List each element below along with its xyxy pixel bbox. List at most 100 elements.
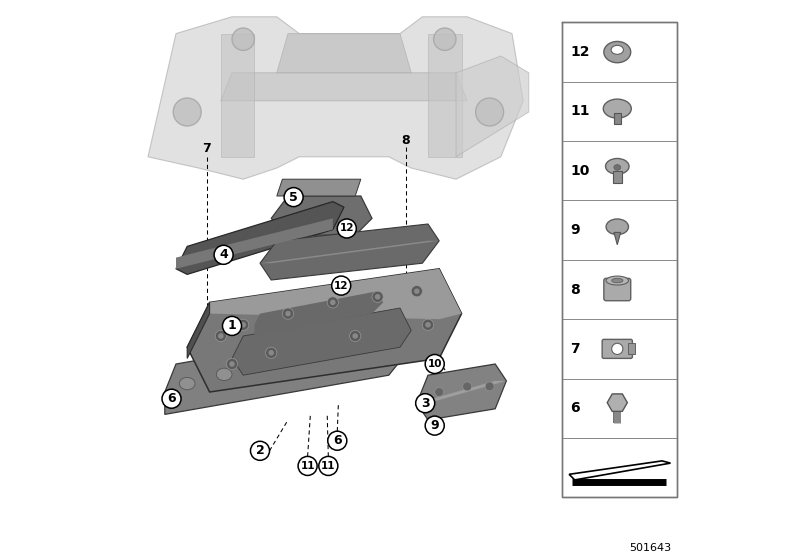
- Polygon shape: [456, 56, 529, 157]
- Polygon shape: [176, 218, 333, 269]
- Polygon shape: [614, 232, 621, 245]
- Circle shape: [330, 300, 336, 305]
- Text: 5: 5: [290, 190, 298, 204]
- Circle shape: [215, 330, 226, 342]
- Ellipse shape: [604, 41, 630, 63]
- Polygon shape: [569, 461, 670, 480]
- FancyBboxPatch shape: [602, 339, 632, 358]
- Circle shape: [218, 333, 224, 339]
- Circle shape: [462, 382, 472, 391]
- Circle shape: [269, 350, 274, 356]
- Text: 6: 6: [333, 434, 342, 447]
- Circle shape: [372, 291, 383, 302]
- Circle shape: [214, 245, 233, 264]
- Text: 8: 8: [402, 133, 410, 147]
- Circle shape: [422, 319, 434, 330]
- Text: 2: 2: [256, 444, 264, 458]
- Circle shape: [285, 311, 291, 316]
- Circle shape: [328, 431, 346, 450]
- Polygon shape: [271, 196, 372, 235]
- Polygon shape: [277, 34, 411, 73]
- Circle shape: [374, 294, 381, 300]
- Polygon shape: [176, 202, 344, 274]
- Text: 6: 6: [570, 402, 580, 416]
- Circle shape: [426, 322, 430, 328]
- Text: 9: 9: [430, 419, 439, 432]
- FancyBboxPatch shape: [562, 22, 677, 497]
- Circle shape: [338, 219, 356, 238]
- Bar: [629, 343, 635, 354]
- Polygon shape: [428, 34, 462, 157]
- Polygon shape: [232, 308, 411, 375]
- Polygon shape: [165, 325, 411, 414]
- Ellipse shape: [606, 276, 629, 285]
- Polygon shape: [210, 269, 462, 319]
- Polygon shape: [417, 364, 506, 420]
- Text: 1: 1: [228, 319, 236, 333]
- Circle shape: [240, 322, 246, 328]
- Polygon shape: [254, 291, 383, 336]
- Bar: [614, 113, 621, 124]
- Circle shape: [222, 316, 242, 335]
- Text: 11: 11: [321, 461, 335, 471]
- Circle shape: [318, 456, 338, 475]
- Circle shape: [229, 361, 235, 367]
- Circle shape: [226, 358, 238, 370]
- Circle shape: [350, 330, 361, 342]
- Circle shape: [612, 343, 623, 354]
- Bar: [613, 171, 622, 183]
- Ellipse shape: [364, 332, 380, 344]
- Polygon shape: [607, 394, 627, 412]
- Circle shape: [414, 288, 419, 294]
- Polygon shape: [221, 73, 467, 101]
- Text: 501643: 501643: [630, 543, 671, 553]
- Ellipse shape: [606, 219, 629, 235]
- Ellipse shape: [327, 340, 343, 353]
- Ellipse shape: [179, 377, 195, 390]
- Text: 3: 3: [421, 396, 430, 410]
- Ellipse shape: [290, 349, 306, 362]
- Polygon shape: [260, 224, 439, 280]
- Circle shape: [426, 354, 444, 374]
- Circle shape: [332, 276, 350, 295]
- Polygon shape: [221, 34, 254, 157]
- Polygon shape: [260, 241, 439, 263]
- Ellipse shape: [606, 158, 629, 174]
- Circle shape: [434, 28, 456, 50]
- Circle shape: [434, 388, 444, 396]
- Text: 11: 11: [300, 461, 315, 471]
- FancyBboxPatch shape: [604, 278, 630, 301]
- Text: 6: 6: [167, 392, 176, 405]
- Ellipse shape: [603, 99, 631, 118]
- Text: 10: 10: [570, 164, 590, 178]
- Text: 11: 11: [570, 105, 590, 119]
- Text: 9: 9: [570, 223, 580, 237]
- Circle shape: [162, 389, 181, 408]
- Ellipse shape: [612, 278, 623, 283]
- Polygon shape: [417, 381, 506, 403]
- Ellipse shape: [611, 45, 623, 54]
- Circle shape: [232, 28, 254, 50]
- Polygon shape: [187, 302, 210, 358]
- Circle shape: [174, 98, 202, 126]
- Circle shape: [485, 382, 494, 391]
- Circle shape: [411, 286, 422, 297]
- Circle shape: [250, 441, 270, 460]
- Circle shape: [266, 347, 277, 358]
- Circle shape: [416, 394, 434, 413]
- Text: 7: 7: [202, 142, 211, 155]
- Text: 12: 12: [570, 45, 590, 59]
- Circle shape: [282, 308, 294, 319]
- Circle shape: [475, 98, 504, 126]
- Text: 12: 12: [334, 281, 349, 291]
- Ellipse shape: [614, 165, 621, 170]
- Text: 7: 7: [570, 342, 580, 356]
- Circle shape: [426, 416, 444, 435]
- Circle shape: [284, 188, 303, 207]
- Ellipse shape: [254, 359, 269, 371]
- Circle shape: [327, 297, 338, 308]
- Text: 4: 4: [219, 248, 228, 262]
- Polygon shape: [187, 269, 462, 392]
- Circle shape: [298, 456, 317, 475]
- Text: 8: 8: [570, 283, 580, 297]
